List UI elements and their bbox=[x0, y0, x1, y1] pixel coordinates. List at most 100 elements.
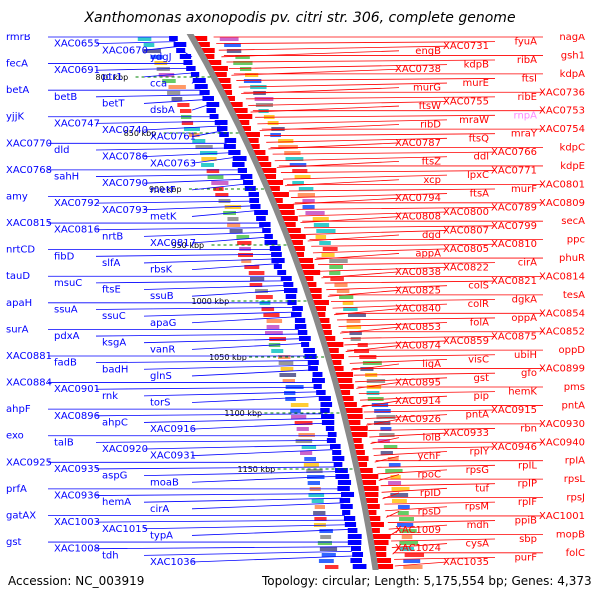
forward-feature-block bbox=[319, 318, 330, 323]
gene-label: rpIA bbox=[565, 456, 585, 467]
gene-leader-line bbox=[191, 77, 198, 84]
gene-leader-line bbox=[326, 285, 448, 291]
forward-feature-block bbox=[368, 510, 377, 515]
gene-label: XAC0787 bbox=[395, 138, 441, 149]
gene-leader-line bbox=[95, 307, 293, 310]
cog-feature-block bbox=[255, 289, 268, 293]
gene-label: kdpB bbox=[464, 60, 489, 71]
gene-label: XAC0740 bbox=[102, 125, 148, 136]
gene-label: cirA bbox=[150, 504, 169, 515]
cog-feature-block bbox=[239, 247, 251, 251]
gene-leader-line bbox=[143, 524, 348, 530]
cog-feature-block bbox=[314, 505, 325, 509]
reverse-feature-block bbox=[179, 54, 192, 59]
forward-feature-block bbox=[374, 546, 387, 551]
reverse-feature-block bbox=[347, 540, 362, 545]
cog-feature-block bbox=[319, 547, 338, 551]
forward-feature-block bbox=[293, 246, 305, 251]
reverse-feature-block bbox=[318, 396, 331, 401]
gene-label: XAC0801 bbox=[539, 179, 585, 190]
reverse-feature-block bbox=[321, 420, 335, 425]
reverse-feature-block bbox=[192, 78, 206, 83]
reverse-feature-block bbox=[339, 498, 351, 503]
cog-feature-block bbox=[302, 199, 315, 203]
cog-feature-block bbox=[305, 211, 325, 215]
gene-label: XAC1036 bbox=[150, 557, 196, 568]
reverse-feature-block bbox=[199, 90, 210, 95]
tick-label: 950 kbp bbox=[172, 241, 205, 250]
gene-leader-line bbox=[95, 519, 347, 523]
gene-label: ydgJ bbox=[150, 52, 172, 63]
cog-feature-block bbox=[399, 541, 419, 545]
gene-leader-line bbox=[191, 529, 349, 536]
reverse-feature-block bbox=[327, 432, 337, 437]
gene-label: murF bbox=[511, 184, 537, 195]
cog-feature-block bbox=[360, 367, 374, 371]
reverse-feature-block bbox=[216, 126, 228, 131]
gene-leader-line bbox=[394, 561, 448, 567]
cog-feature-block bbox=[143, 43, 155, 47]
gene-label: XAC0691 bbox=[54, 65, 100, 76]
cog-feature-block bbox=[229, 229, 243, 233]
gene-label: xcp bbox=[423, 175, 441, 186]
cog-feature-block bbox=[250, 277, 265, 281]
gene-label: dgkA bbox=[512, 295, 537, 306]
gene-label: gsh1 bbox=[561, 50, 585, 61]
cog-feature-block bbox=[267, 121, 279, 125]
gene-label: XAC0768 bbox=[6, 165, 52, 176]
gene-label: sahH bbox=[54, 172, 79, 183]
cog-feature-block bbox=[315, 235, 327, 239]
reverse-feature-block bbox=[202, 96, 214, 101]
cog-feature-block bbox=[199, 151, 218, 155]
cog-feature-block bbox=[404, 553, 425, 557]
forward-feature-block bbox=[238, 120, 250, 125]
gene-leader-line bbox=[95, 546, 351, 550]
gene-label: oppA bbox=[511, 313, 537, 324]
forward-feature-block bbox=[247, 138, 259, 143]
gene-label: XAC0808 bbox=[395, 212, 441, 223]
gene-label: XAC0807 bbox=[443, 225, 489, 236]
gene-label: visC bbox=[468, 354, 489, 365]
genome-summary: Topology: circular; Length: 5,175,554 bp… bbox=[261, 574, 592, 588]
gene-label: XAC0825 bbox=[395, 285, 441, 296]
cog-feature-block bbox=[308, 493, 325, 497]
cog-feature-block bbox=[339, 295, 354, 299]
cog-feature-block bbox=[321, 553, 336, 557]
gene-label: yjjK bbox=[6, 112, 24, 123]
gene-label: XAC0792 bbox=[54, 198, 100, 209]
cog-feature-block bbox=[207, 175, 224, 179]
gene-label: lolB bbox=[422, 433, 441, 444]
gene-label: XAC0794 bbox=[395, 193, 441, 204]
gene-label: ribA bbox=[517, 55, 537, 66]
cog-feature-block bbox=[357, 343, 368, 347]
gene-label: tuf bbox=[475, 483, 489, 494]
gene-label: XAC0817 bbox=[150, 238, 196, 249]
gene-label: ftsE bbox=[102, 285, 121, 296]
cog-feature-block bbox=[245, 73, 259, 77]
gene-label: hemK bbox=[508, 387, 537, 398]
gene-label: XAC0859 bbox=[443, 336, 489, 347]
gene-label: ppiB bbox=[515, 516, 537, 527]
gene-label: rpID bbox=[420, 488, 441, 499]
gene-label: mraW bbox=[459, 115, 489, 126]
reverse-feature-block bbox=[254, 210, 268, 215]
gene-label: pip bbox=[474, 391, 489, 402]
reverse-feature-block bbox=[243, 180, 254, 185]
gene-label: ssuB bbox=[150, 291, 174, 302]
cog-feature-block bbox=[294, 421, 313, 425]
forward-feature-block bbox=[256, 156, 269, 161]
cog-feature-block bbox=[380, 451, 393, 455]
forward-feature-block bbox=[217, 78, 231, 83]
cog-feature-block bbox=[292, 169, 308, 173]
gene-label: dld bbox=[54, 145, 69, 156]
reverse-feature-block bbox=[321, 414, 335, 419]
reverse-feature-block bbox=[190, 72, 200, 77]
reverse-feature-block bbox=[283, 288, 298, 293]
gene-label: XAC0736 bbox=[539, 87, 585, 98]
cog-feature-block bbox=[154, 61, 168, 65]
forward-feature-block bbox=[207, 60, 222, 65]
gene-label: talB bbox=[54, 437, 74, 448]
forward-feature-block bbox=[324, 336, 336, 341]
gene-label: rpIL bbox=[518, 460, 537, 471]
